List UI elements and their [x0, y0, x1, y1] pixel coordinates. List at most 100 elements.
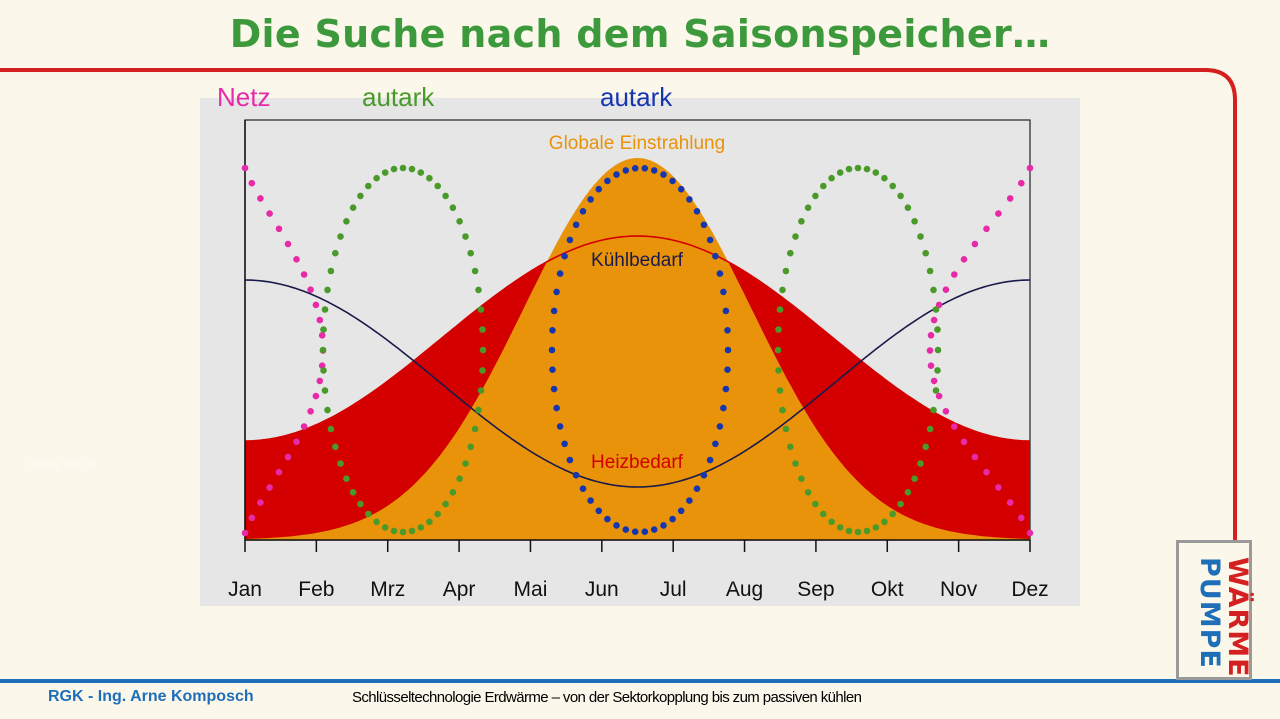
netz-dots-left	[293, 438, 300, 446]
autark-green-dots-autumn	[889, 182, 896, 190]
autark-blue-dots-summer	[572, 221, 580, 229]
autark-green-dots-autumn	[881, 518, 888, 526]
label-cooling: Kühlbedarf	[591, 250, 684, 271]
autark-green-dots-autumn	[812, 500, 819, 508]
autark-green-dots-autumn	[804, 489, 812, 496]
netz-dots-left	[307, 408, 314, 415]
autark-green-dots-spring	[426, 518, 433, 526]
autark-green-dots-spring	[456, 475, 463, 483]
label-irradiation: Globale Einstrahlung	[549, 133, 725, 154]
autark-green-dots-autumn	[934, 346, 942, 354]
autark-green-dots-spring	[426, 174, 433, 182]
autark-green-dots-spring	[337, 233, 344, 240]
autark-blue-dots-summer	[595, 185, 603, 193]
autark-blue-dots-summer	[587, 497, 594, 504]
netz-dots-right	[930, 316, 938, 324]
autark-green-dots-autumn	[932, 387, 940, 394]
footer-subtitle: Schlüsseltechnologie Erdwärme – von der …	[352, 689, 862, 706]
autark-green-dots-spring	[442, 500, 449, 508]
autark-blue-dots-summer	[693, 208, 701, 215]
autark-blue-dots-summer	[595, 507, 603, 515]
autark-blue-dots-summer	[549, 366, 556, 374]
autark-green-dots-spring	[327, 267, 335, 275]
autark-green-dots-autumn	[845, 165, 853, 173]
netz-dots-right	[935, 392, 943, 400]
autark-green-dots-spring	[434, 182, 442, 190]
autark-green-dots-autumn	[863, 527, 871, 535]
autark-blue-dots-summer	[700, 471, 708, 479]
logo-word-waerme: WÄRME	[1222, 557, 1253, 678]
netz-dots-right	[927, 362, 935, 370]
x-tick-label: Aug	[726, 578, 763, 601]
autark-blue-dots-summer	[677, 185, 685, 193]
autark-green-dots-spring	[343, 475, 350, 483]
autark-green-dots-autumn	[854, 164, 862, 172]
autark-green-dots-autumn	[926, 267, 934, 275]
heating-line	[244, 235, 1031, 442]
autark-green-dots-spring	[408, 165, 416, 173]
autark-green-dots-spring	[332, 443, 339, 451]
autark-green-dots-autumn	[792, 233, 799, 240]
autark-green-dots-autumn	[820, 182, 827, 190]
autark-blue-dots-summer	[548, 346, 556, 354]
autark-blue-dots-summer	[677, 507, 685, 515]
netz-dots-left	[316, 377, 324, 385]
autark-green-dots-autumn	[812, 192, 819, 200]
netz-dots-right	[951, 271, 958, 278]
autark-blue-dots-summer	[566, 236, 574, 244]
autark-blue-dots-summer	[579, 485, 587, 493]
autark-green-dots-autumn	[922, 249, 929, 257]
x-tick-label: Okt	[871, 578, 904, 601]
netz-dots-right	[951, 423, 958, 430]
netz-dots-right	[995, 484, 1002, 491]
autark-green-dots-spring	[462, 233, 469, 240]
netz-dots-right	[942, 408, 950, 415]
legend-autark-green: autark	[362, 82, 435, 112]
autark-blue-dots-summer	[556, 270, 564, 277]
autark-blue-dots-summer	[641, 165, 649, 172]
autark-green-dots-spring	[390, 165, 398, 173]
autark-blue-dots-summer	[722, 307, 730, 315]
autark-green-dots-spring	[324, 286, 331, 294]
netz-dots-left	[300, 423, 308, 430]
autark-green-dots-autumn	[787, 249, 794, 257]
x-tick-label: Feb	[298, 578, 334, 601]
autark-blue-dots-summer	[650, 526, 658, 533]
netz-dots-left	[312, 392, 320, 400]
autark-green-dots-spring	[475, 286, 482, 294]
autark-blue-dots-summer	[720, 404, 727, 412]
autark-green-dots-autumn	[782, 267, 790, 275]
autark-green-dots-spring	[477, 306, 485, 313]
autark-blue-dots-summer	[712, 252, 719, 260]
netz-dots-left	[266, 210, 273, 217]
netz-dots-left	[293, 255, 300, 263]
autark-blue-dots-summer	[641, 528, 649, 535]
autark-green-dots-autumn	[828, 518, 835, 526]
autark-blue-dots-summer	[700, 221, 708, 229]
autark-blue-dots-summer	[686, 497, 693, 504]
autark-green-dots-autumn	[881, 174, 888, 182]
autark-green-dots-autumn	[911, 475, 918, 483]
autark-green-dots-spring	[320, 326, 327, 333]
netz-dots-right	[927, 332, 935, 339]
autark-blue-dots-summer	[669, 177, 676, 185]
autark-blue-dots-summer	[566, 456, 574, 464]
autark-green-dots-autumn	[828, 174, 835, 182]
autark-green-dots-autumn	[776, 387, 784, 394]
autark-green-dots-spring	[477, 387, 485, 394]
watermark: www.krv.at	[30, 456, 97, 472]
netz-dots-right	[1006, 195, 1014, 202]
autark-green-dots-autumn	[904, 204, 912, 211]
autark-green-dots-autumn	[930, 286, 937, 294]
autark-blue-dots-summer	[549, 327, 556, 334]
autark-green-dots-autumn	[782, 425, 790, 433]
autark-green-dots-spring	[357, 192, 364, 200]
autark-blue-dots-summer	[716, 423, 724, 430]
autark-green-dots-autumn	[854, 528, 862, 536]
autark-green-dots-spring	[373, 518, 380, 526]
netz-dots-left	[316, 316, 324, 324]
autark-green-dots-autumn	[872, 169, 880, 176]
autark-green-dots-spring	[381, 169, 389, 176]
autark-green-dots-autumn	[787, 443, 794, 451]
autark-green-dots-spring	[449, 204, 457, 211]
